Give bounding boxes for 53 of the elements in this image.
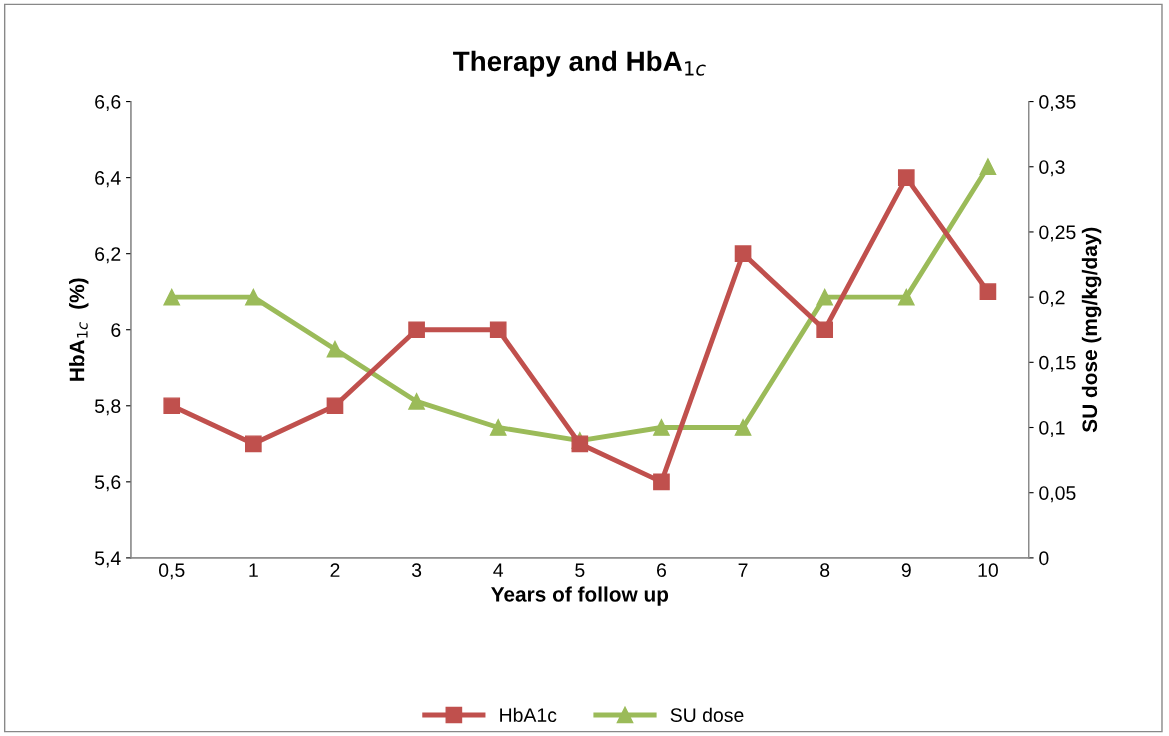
point (571, 435, 589, 453)
y2-tick-label: 0,3 (1039, 160, 1065, 177)
x-tick-label: 8 (820, 563, 830, 578)
point (245, 435, 262, 453)
x-tick-label: 10 (978, 563, 998, 578)
point (816, 288, 834, 306)
x-tick-label: 5 (575, 563, 585, 578)
point (979, 283, 997, 301)
y-tick-label: 5,8 (94, 399, 121, 416)
y2-axis-title: SU dose (mg/kg/day) (1081, 227, 1102, 433)
point (489, 321, 507, 339)
x-tick-label: 9 (901, 563, 911, 578)
x-tick-label: 3 (411, 563, 422, 578)
point (408, 321, 425, 339)
point (326, 340, 344, 358)
y-tick-label: 6,2 (95, 247, 121, 264)
point (816, 321, 834, 339)
point (734, 419, 752, 436)
y2-tick-label: 0,2 (1039, 290, 1065, 307)
point (653, 473, 670, 491)
y2-tick-label: 0,15 (1039, 355, 1076, 372)
point (489, 419, 507, 436)
x-tick-label: 7 (738, 563, 748, 577)
chart-title: Therapy and HbA$_{1c}$ (453, 50, 706, 77)
x-tick-label: 4 (493, 563, 504, 577)
y-tick-label: 6,4 (95, 171, 121, 188)
point (163, 288, 181, 306)
x-tick-label: 2 (330, 563, 340, 577)
y-tick-label: 5,6 (94, 475, 121, 492)
y2-tick-label: 0,25 (1039, 225, 1076, 242)
point (163, 397, 181, 415)
point (734, 245, 752, 263)
y-tick-label: 6,6 (95, 95, 121, 112)
point (408, 393, 425, 410)
legend-label: HbA1c (500, 707, 557, 723)
y2-tick-label: 0,05 (1039, 486, 1076, 503)
y2-tick-label: 0 (1039, 551, 1049, 566)
x-axis-title: Years of follow up (491, 586, 669, 606)
point (897, 288, 915, 306)
y-tick-label: 6 (111, 323, 121, 337)
point (653, 419, 670, 436)
y-axis-title: HbA$_{1c}$ (%) (69, 278, 89, 381)
x-tick-label: 6 (657, 563, 666, 578)
y-tick-label: 5,4 (94, 551, 121, 568)
point (897, 169, 915, 186)
point (326, 397, 344, 415)
legend-label: SU dose (670, 707, 744, 723)
point (245, 288, 262, 306)
point (979, 158, 997, 176)
x-tick-label: 0,5 (158, 563, 185, 580)
y2-tick-label: 0,1 (1039, 420, 1065, 438)
y2-tick-label: 0,35 (1039, 95, 1076, 112)
x-tick-label: 1 (249, 563, 258, 577)
